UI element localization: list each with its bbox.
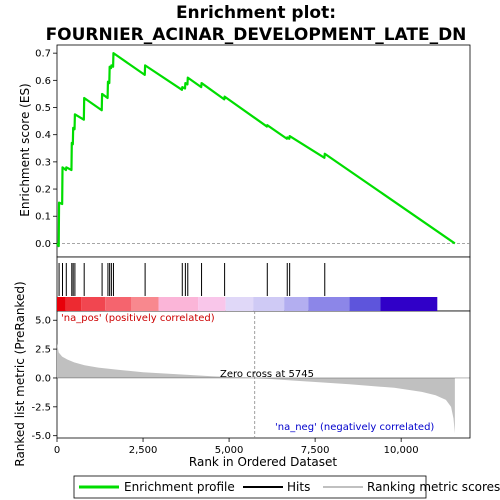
es-line-group	[56, 52, 456, 248]
band-segment	[130, 297, 159, 311]
band-segment	[105, 297, 131, 311]
metric-tick-label: 5.0	[35, 316, 51, 327]
es-tick-label: 0.0	[35, 239, 51, 250]
x-tick-label: 0	[54, 445, 60, 456]
x-tick-label: 10,000	[384, 445, 419, 456]
hits-group	[58, 263, 326, 296]
legend-metric-label: Ranking metric scores	[367, 480, 500, 494]
neg-label: 'na_neg' (negatively correlated)	[275, 422, 434, 433]
es-y-axis: 0.0 0.1 0.2 0.3 0.4 0.5 0.6 0.7	[35, 49, 57, 250]
es-panel	[56, 44, 471, 258]
pos-label: 'na_pos' (positively correlated)	[61, 313, 215, 324]
chart-title-line1: Enrichment plot:	[176, 3, 336, 23]
es-tick-label: 0.1	[35, 212, 51, 223]
es-y-axis-label: Enrichment score (ES)	[18, 83, 32, 216]
band-segment	[349, 297, 381, 311]
x-tick-label: 2,500	[129, 445, 158, 456]
zero-cross-label: Zero cross at 5745	[220, 369, 314, 380]
es-tick-label: 0.5	[35, 103, 51, 114]
es-tick-label: 0.3	[35, 157, 51, 168]
es-line	[56, 52, 456, 248]
band-segment	[198, 297, 226, 311]
band-segment	[308, 297, 350, 311]
es-tick-label: 0.6	[35, 76, 51, 87]
rank-color-band	[57, 297, 438, 311]
metric-y-axis-label: Ranked list metric (PreRanked)	[13, 281, 27, 466]
metric-area-group	[57, 311, 470, 438]
x-axis-label: Rank in Ordered Dataset	[189, 455, 337, 469]
metric-y-axis: -5.0 -2.5 0.0 2.5 5.0	[31, 316, 57, 442]
legend: Enrichment profile Hits Ranking metric s…	[73, 475, 500, 499]
band-segment	[225, 297, 254, 311]
legend-es-label: Enrichment profile	[124, 480, 235, 494]
band-segment	[81, 297, 106, 311]
es-tick-label: 0.4	[35, 130, 51, 141]
legend-hits-label: Hits	[287, 480, 310, 494]
x-axis: 0 2,500 5,000 7,500 10,000	[54, 438, 419, 456]
band-segment	[158, 297, 199, 311]
chart-title-line2: FOURNIER_ACINAR_DEVELOPMENT_LATE_DN	[46, 25, 467, 45]
band-segment	[253, 297, 285, 311]
es-tick-label: 0.7	[35, 49, 51, 60]
metric-tick-label: -2.5	[31, 402, 51, 413]
band-segment	[65, 297, 82, 311]
es-tick-label: 0.2	[35, 185, 51, 196]
metric-tick-label: 0.0	[35, 373, 51, 384]
x-tick-label: 7,500	[301, 445, 330, 456]
x-tick-label: 5,000	[215, 445, 244, 456]
band-segment	[57, 297, 66, 311]
metric-tick-label: 2.5	[35, 345, 51, 356]
metric-tick-label: -5.0	[31, 431, 51, 442]
band-segment	[284, 297, 309, 311]
band-segment	[380, 297, 438, 311]
